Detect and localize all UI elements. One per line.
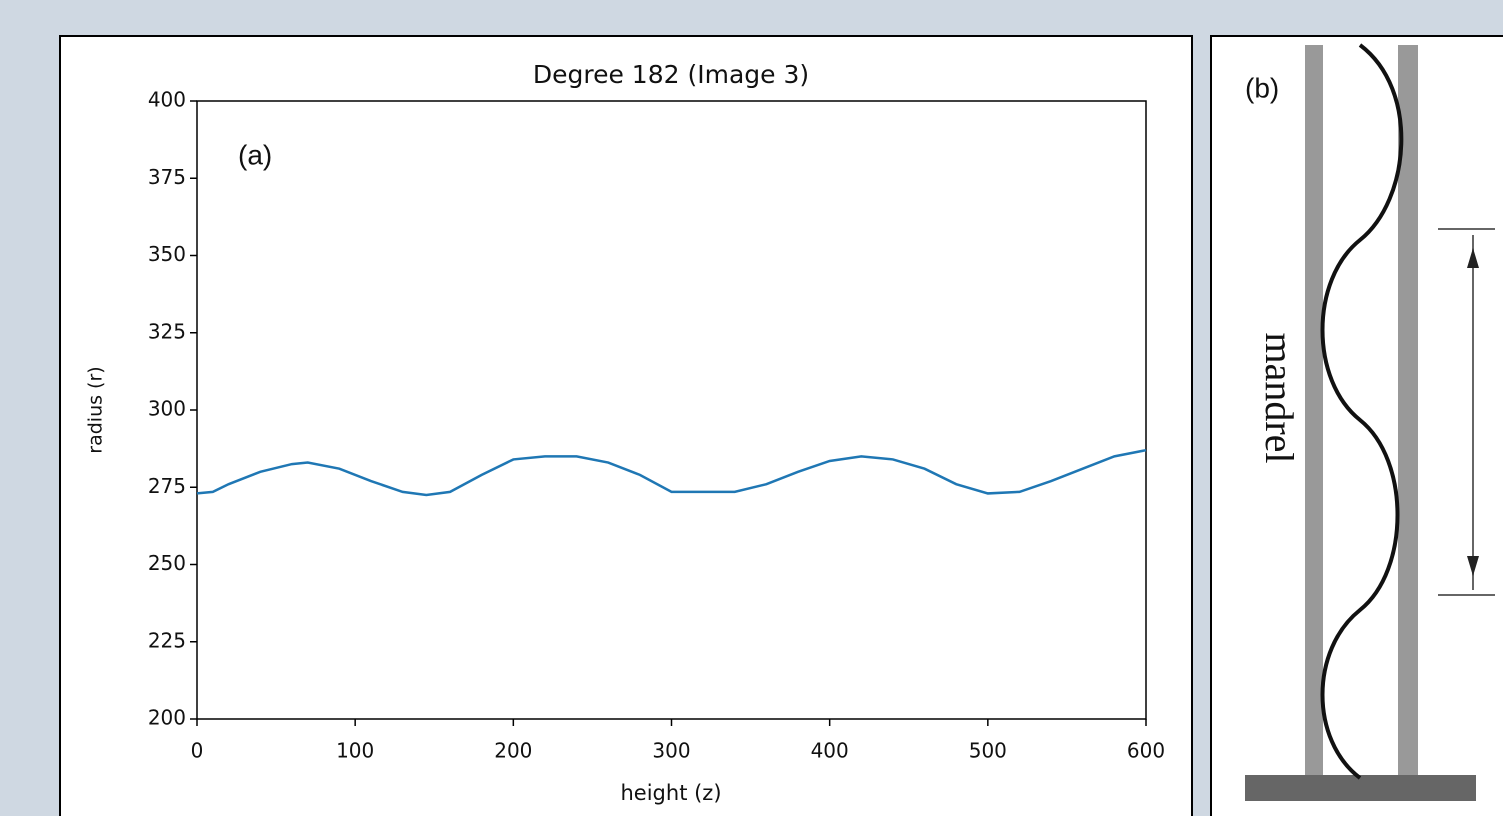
x-tick-label: 600	[1127, 739, 1165, 763]
mandrel-bar	[1398, 45, 1418, 777]
y-tick-label: 250	[148, 551, 186, 575]
data-line	[196, 448, 1147, 497]
x-tick-label: 0	[191, 739, 204, 763]
y-tick-label: 225	[148, 628, 186, 652]
y-tick-label: 400	[148, 88, 186, 112]
x-tick-label: 200	[494, 739, 532, 763]
helix	[1320, 43, 1404, 780]
diagram: (b) mandrel	[1245, 43, 1495, 801]
y-tick-label: 375	[148, 165, 186, 189]
x-tick-label: 300	[652, 739, 690, 763]
panel-a	[59, 35, 1193, 816]
y-tick-label: 300	[148, 397, 186, 421]
base	[1245, 775, 1476, 801]
panel-b	[1210, 35, 1503, 816]
y-tick-label: 325	[148, 319, 186, 343]
panel-label: (a)	[238, 139, 272, 170]
mandrel-label: mandrel	[1257, 332, 1302, 463]
plot: 200 225 250 275 300 325 350 375 400 0 100 200 300 400…	[148, 88, 1165, 763]
mandrel-bar	[1305, 45, 1323, 777]
x-axis-label: height (z)	[620, 781, 721, 805]
y-tick-label: 275	[148, 474, 186, 498]
x-tick-label: 500	[969, 739, 1007, 763]
y-axis-label: radius (r)	[85, 366, 107, 453]
x-tick-label: 100	[336, 739, 374, 763]
y-tick-label: 200	[148, 706, 186, 730]
x-tick-label: 400	[811, 739, 849, 763]
y-tick-label: 350	[148, 242, 186, 266]
panel-label: (b)	[1245, 72, 1279, 103]
chart-title: Degree 182 (Image 3)	[533, 60, 809, 89]
